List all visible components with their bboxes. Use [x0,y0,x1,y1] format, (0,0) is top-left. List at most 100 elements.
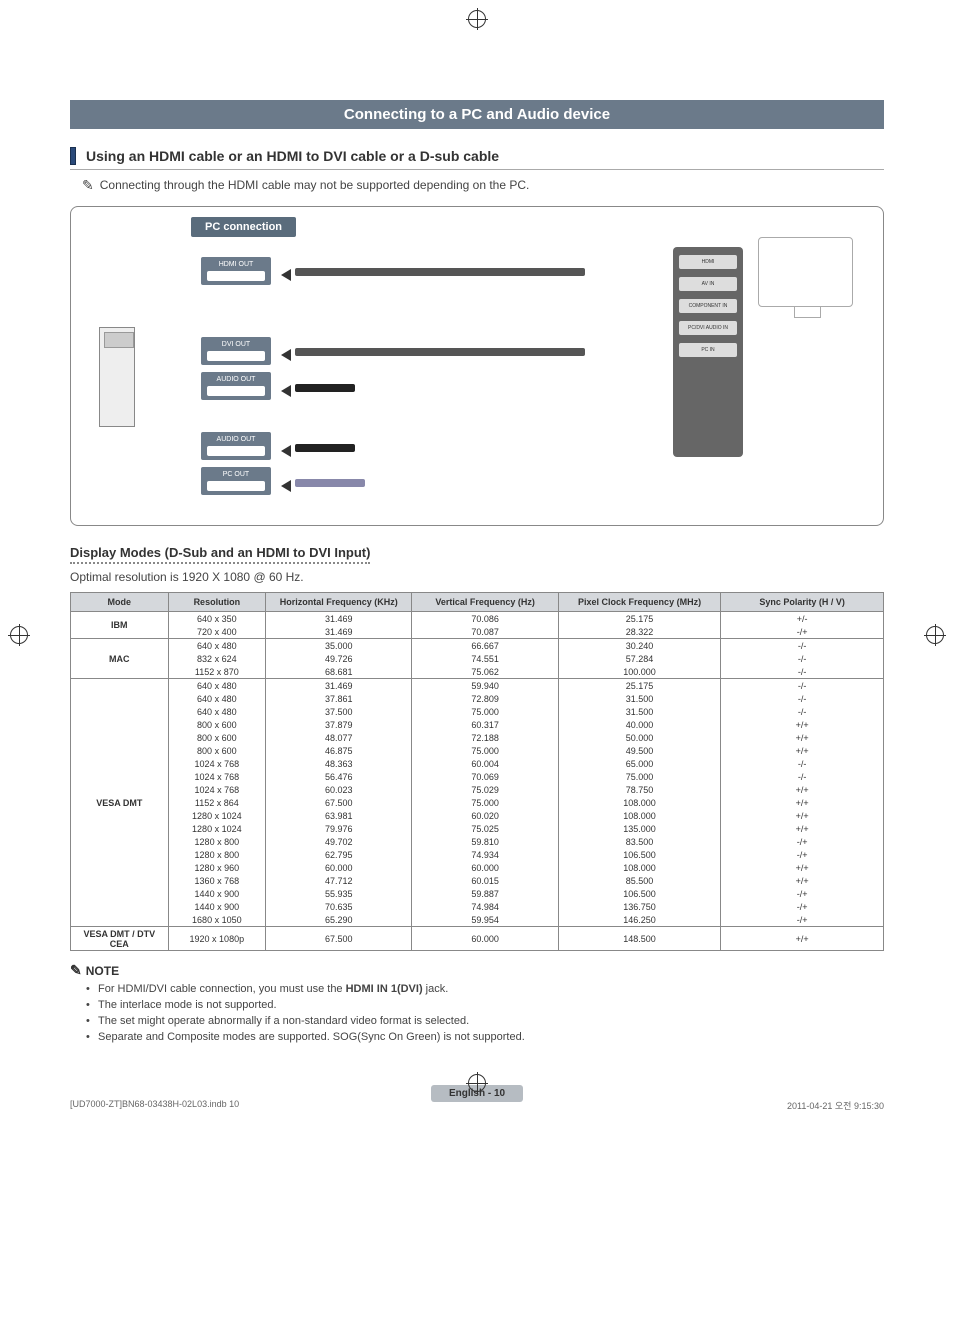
table-cell: 640 x 480 [168,639,266,653]
pc-out-block: PC OUT [201,467,271,495]
table-cell: 31.469 [266,612,412,626]
table-column-header: Pixel Clock Frequency (MHz) [558,593,721,612]
tv-port-hdmi: HDMI [679,255,737,269]
table-cell: 59.954 [412,913,558,927]
table-row: 1280 x 80049.70259.81083.500-/+ [71,835,884,848]
table-group: IBM640 x 35031.46970.08625.175+/-720 x 4… [71,612,884,639]
table-row: 800 x 60048.07772.18850.000+/+ [71,731,884,744]
table-cell: 60.000 [266,861,412,874]
table-row: 1280 x 102463.98160.020108.000+/+ [71,809,884,822]
tv-rear-panel: HDMI AV IN COMPONENT IN PC/DVI AUDIO IN … [673,247,743,457]
table-cell: 1024 x 768 [168,757,266,770]
vga-cable [295,479,365,487]
section-banner: Connecting to a PC and Audio device [70,100,884,129]
table-cell: +/+ [721,927,884,951]
table-cell: 60.023 [266,783,412,796]
arrow-icon [281,385,291,397]
table-cell: 48.363 [266,757,412,770]
pc-tower-icon [99,327,135,427]
page: Connecting to a PC and Audio device Usin… [0,0,954,1142]
table-cell: 68.681 [266,665,412,679]
table-cell: +/+ [721,744,884,757]
dvi-out-label: DVI OUT [222,341,250,348]
table-cell: 49.500 [558,744,721,757]
table-row: 1280 x 96060.00060.000108.000+/+ [71,861,884,874]
tv-port-comp: COMPONENT IN [679,299,737,313]
table-row: 1280 x 80062.79574.934106.500-/+ [71,848,884,861]
table-cell: 25.175 [558,679,721,693]
mode-cell: IBM [71,612,169,639]
table-cell: 75.000 [412,796,558,809]
table-cell: +/+ [721,874,884,887]
table-cell: 74.934 [412,848,558,861]
table-cell: 75.029 [412,783,558,796]
table-cell: 60.000 [412,861,558,874]
table-row: 1024 x 76860.02375.02978.750+/+ [71,783,884,796]
table-cell: 49.726 [266,652,412,665]
table-row: VESA DMT / DTV CEA1920 x 1080p67.50060.0… [71,927,884,951]
note-block: ✎ NOTE For HDMI/DVI cable connection, yo… [70,963,884,1043]
table-cell: 35.000 [266,639,412,653]
table-cell: 640 x 480 [168,692,266,705]
table-cell: 30.240 [558,639,721,653]
tv-port-pcin: PC IN [679,343,737,357]
table-cell: 100.000 [558,665,721,679]
table-cell: 37.861 [266,692,412,705]
subheading: Using an HDMI cable or an HDMI to DVI ca… [86,148,499,164]
tv-port-audio: PC/DVI AUDIO IN [679,321,737,335]
table-cell: 70.069 [412,770,558,783]
table-cell: -/+ [721,625,884,639]
port-icon [207,446,265,456]
notes-list: For HDMI/DVI cable connection, you must … [70,983,884,1043]
table-group: MAC640 x 48035.00066.66730.240-/-832 x 6… [71,639,884,679]
port-icon [207,386,265,396]
table-cell: -/+ [721,848,884,861]
table-cell: +/+ [721,861,884,874]
display-modes-table: ModeResolutionHorizontal Frequency (KHz)… [70,592,884,951]
note-heading-text: NOTE [86,964,119,978]
dvi-cable [295,348,585,356]
table-row: 1024 x 76856.47670.06975.000-/- [71,770,884,783]
bold-fragment: HDMI IN 1(DVI) [346,983,423,995]
table-cell: 67.500 [266,796,412,809]
table-cell: 74.984 [412,900,558,913]
table-cell: 1024 x 768 [168,770,266,783]
table-cell: 70.086 [412,612,558,626]
hdmi-out-label: HDMI OUT [219,261,254,268]
table-cell: 66.667 [412,639,558,653]
table-cell: +/+ [721,783,884,796]
table-cell: -/- [721,705,884,718]
doc-footer-left: [UD7000-ZT]BN68-03438H-02L03.indb 10 [70,1099,239,1112]
table-cell: 1920 x 1080p [168,927,266,951]
note-item: Separate and Composite modes are support… [98,1031,884,1043]
pc-out-label: PC OUT [223,471,249,478]
table-cell: -/- [721,757,884,770]
table-cell: 1280 x 800 [168,835,266,848]
note-icon: ✎ [82,177,94,194]
table-cell: 60.004 [412,757,558,770]
table-cell: 65.000 [558,757,721,770]
table-cell: 640 x 350 [168,612,266,626]
table-cell: 65.290 [266,913,412,927]
table-cell: +/+ [721,809,884,822]
connection-diagram: PC connection HDMI OUT DVI OUT AUDIO OUT… [70,206,884,526]
table-cell: 59.887 [412,887,558,900]
arrow-icon [281,480,291,492]
table-row: MAC640 x 48035.00066.66730.240-/- [71,639,884,653]
table-cell: 72.809 [412,692,558,705]
table-cell: 108.000 [558,861,721,874]
table-cell: 37.500 [266,705,412,718]
table-row: 640 x 48037.50075.00031.500-/- [71,705,884,718]
table-cell: 1680 x 1050 [168,913,266,927]
audio-out-label-2: AUDIO OUT [217,436,256,443]
table-row: 1152 x 86467.50075.000108.000+/+ [71,796,884,809]
table-row: 1440 x 90070.63574.984136.750-/+ [71,900,884,913]
tv-outline-icon [758,237,853,307]
table-cell: 108.000 [558,796,721,809]
table-row: 800 x 60037.87960.31740.000+/+ [71,718,884,731]
pc-connection-label: PC connection [191,217,296,237]
table-cell: 56.476 [266,770,412,783]
table-cell: 59.810 [412,835,558,848]
table-cell: 1152 x 870 [168,665,266,679]
table-cell: 59.940 [412,679,558,693]
